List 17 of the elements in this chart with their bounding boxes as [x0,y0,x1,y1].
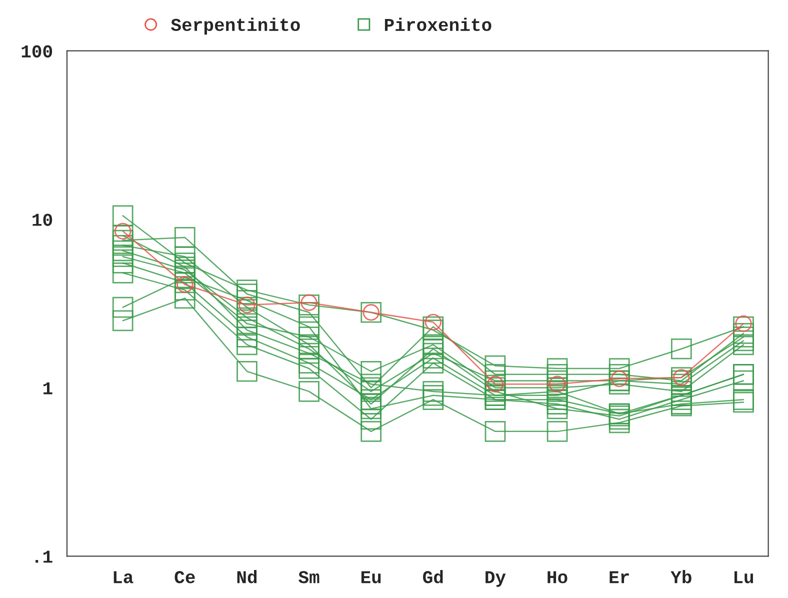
x-tick-label: Ce [174,571,195,584]
x-tick-label: Er [610,571,629,584]
legend-label: Piroxenito [384,18,492,32]
x-tick-label: Ho [548,571,568,584]
x-tick-label: Sm [298,571,320,584]
y-tick-label: 1 [43,382,52,394]
legend-label: Serpentinito [171,18,300,35]
x-tick-label: Lu [734,571,754,584]
x-tick-label: Gd [423,570,443,584]
x-tick-label: Eu [361,571,381,584]
x-tick-label: La [114,571,134,584]
y-tick-label: 10 [32,214,52,226]
x-tick-label: Yb [670,570,692,584]
y-tick-label: .1 [36,550,52,563]
y-tick-label: 100 [22,45,52,58]
x-tick-label: Dy [486,571,506,587]
x-tick-label: Nd [237,570,257,584]
